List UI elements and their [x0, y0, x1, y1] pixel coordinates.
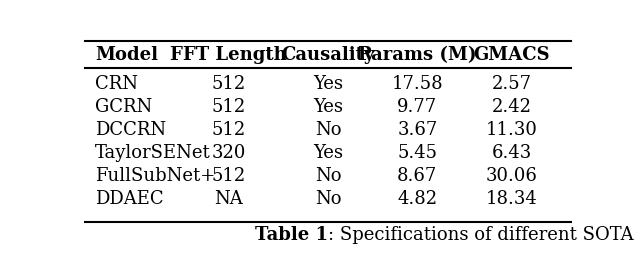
Text: DCCRN: DCCRN	[95, 121, 166, 139]
Text: 8.67: 8.67	[397, 167, 437, 185]
Text: No: No	[315, 167, 341, 185]
Text: CRN: CRN	[95, 75, 138, 93]
Text: 2.42: 2.42	[492, 98, 531, 116]
Text: DDAEC: DDAEC	[95, 190, 163, 208]
Text: 18.34: 18.34	[486, 190, 538, 208]
Text: : Specifications of different SOTA DNN models.: : Specifications of different SOTA DNN m…	[328, 225, 640, 244]
Text: Table 1: Table 1	[255, 225, 328, 244]
Text: Yes: Yes	[313, 75, 343, 93]
Text: Causality: Causality	[282, 46, 374, 64]
Text: 3.67: 3.67	[397, 121, 437, 139]
Text: 512: 512	[212, 167, 246, 185]
Text: No: No	[315, 121, 341, 139]
Text: 30.06: 30.06	[486, 167, 538, 185]
Text: 512: 512	[212, 121, 246, 139]
Text: 11.30: 11.30	[486, 121, 538, 139]
Text: FFT Length: FFT Length	[170, 46, 287, 64]
Text: Yes: Yes	[313, 98, 343, 116]
Text: No: No	[315, 190, 341, 208]
Text: GCRN: GCRN	[95, 98, 152, 116]
Text: 512: 512	[212, 98, 246, 116]
Text: 4.82: 4.82	[397, 190, 437, 208]
Text: 2.57: 2.57	[492, 75, 531, 93]
Text: NA: NA	[214, 190, 243, 208]
Text: 5.45: 5.45	[397, 144, 437, 162]
Text: 512: 512	[212, 75, 246, 93]
Text: 6.43: 6.43	[492, 144, 532, 162]
Text: Params (M): Params (M)	[358, 46, 477, 64]
Text: Yes: Yes	[313, 144, 343, 162]
Text: Model: Model	[95, 46, 158, 64]
Text: TaylorSENet: TaylorSENet	[95, 144, 211, 162]
Text: 320: 320	[212, 144, 246, 162]
Text: 9.77: 9.77	[397, 98, 437, 116]
Text: GMACS: GMACS	[473, 46, 550, 64]
Text: FullSubNet+: FullSubNet+	[95, 167, 215, 185]
Text: 17.58: 17.58	[392, 75, 443, 93]
